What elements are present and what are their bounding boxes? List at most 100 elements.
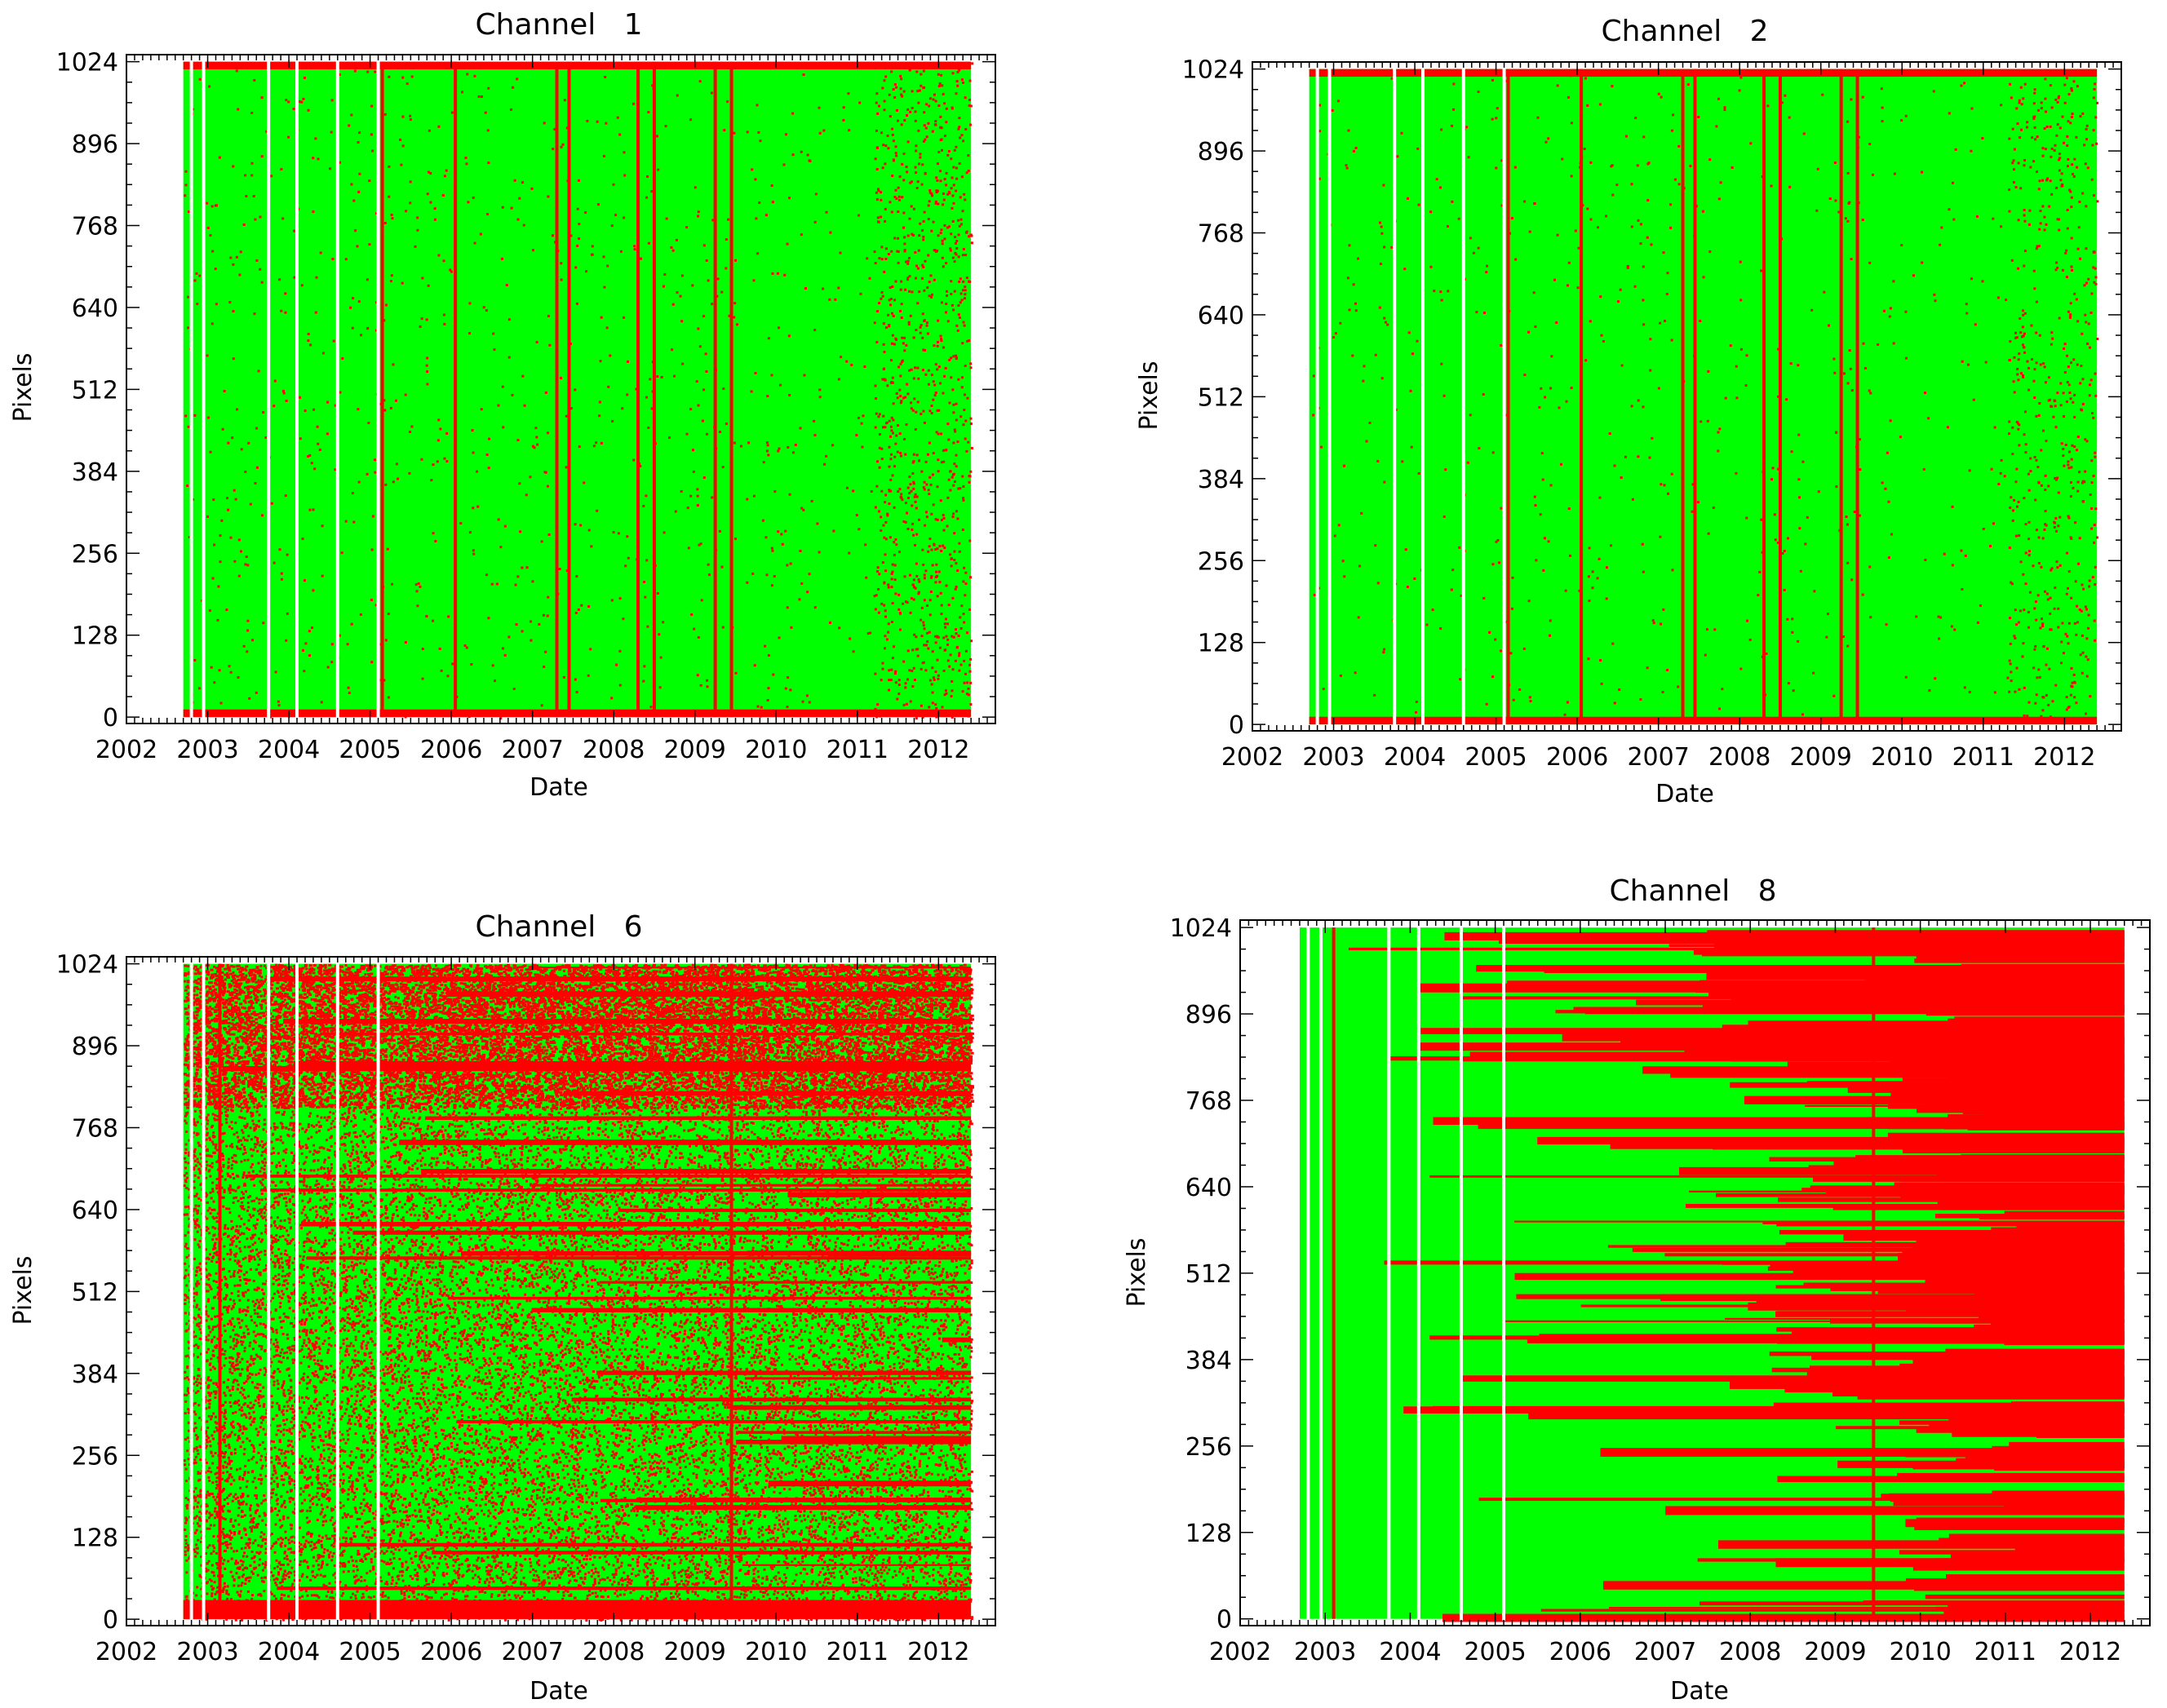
flagged-pixel [370, 105, 373, 108]
flagged-pixel [2036, 301, 2038, 303]
flagged-pixel [755, 217, 757, 219]
flagged-pixel [1991, 468, 1993, 471]
flagged-pixel [515, 1561, 517, 1564]
heatmap [184, 60, 973, 720]
flagged-pixel [958, 69, 960, 72]
flagged-date-line [653, 62, 656, 718]
flagged-pixel [300, 1227, 303, 1229]
flagged-pixel [910, 612, 912, 614]
flagged-pixel [751, 1341, 754, 1343]
flagged-pixel [897, 237, 899, 240]
flagged-pixel [936, 547, 938, 550]
flagged-pixel [426, 318, 428, 321]
flagged-pixel [2089, 695, 2091, 697]
flagged-pixel [2013, 356, 2015, 359]
flagged-pixel [1555, 321, 1558, 324]
flagged-pixel [512, 394, 514, 396]
flagged-pixel [697, 504, 699, 507]
flagged-date-line [567, 62, 570, 718]
flagged-pixel [611, 420, 614, 423]
flagged-pixel [880, 131, 883, 134]
flagged-pixel [884, 553, 886, 555]
flagged-pixel [410, 1111, 413, 1113]
flagged-pixel [899, 612, 902, 614]
flagged-pixel [1416, 340, 1418, 343]
flagged-pixel [881, 1107, 884, 1109]
flagged-pixel [286, 400, 288, 402]
flagged-pixel [391, 1325, 393, 1327]
flagged-pixel [874, 673, 876, 675]
flagged-pixel [968, 80, 971, 82]
flagged-pixel [936, 368, 938, 370]
flagged-pixel [926, 321, 928, 324]
flagged-pixel [2023, 159, 2026, 162]
flagged-pixel [880, 246, 883, 248]
flagged-pixel [227, 442, 229, 445]
flagged-pixel [952, 1361, 955, 1363]
flagged-pixel [924, 574, 926, 577]
flagged-pixel [874, 384, 876, 387]
flagged-pixel [2019, 609, 2022, 612]
flagged-pixel [890, 250, 893, 253]
flagged-pixel [395, 400, 397, 402]
flagged-pixel [366, 473, 369, 476]
flagged-pixel [695, 1459, 698, 1462]
flagged-pixel [1735, 396, 1738, 399]
flagged-pixel [1458, 218, 1460, 220]
flagged-pixel [560, 1176, 562, 1179]
flagged-pixel [925, 644, 928, 646]
flagged-pixel [1725, 397, 1727, 400]
flagged-pixel [433, 1545, 436, 1547]
flagged-pixel [933, 543, 935, 546]
flagged-pixel [964, 437, 967, 440]
flagged-pixel [2092, 417, 2094, 419]
flagged-pixel [1443, 515, 1446, 518]
flagged-pixel [898, 389, 901, 392]
flagged-pixel [2054, 144, 2056, 147]
flagged-pixel [971, 241, 973, 244]
flagged-pixel [589, 648, 592, 650]
flagged-pixel [2094, 583, 2096, 586]
flagged-pixel [937, 675, 940, 677]
flagged-pixel [1589, 546, 1591, 549]
flagged-pixel [899, 310, 902, 312]
flagged-pixel [1592, 570, 1594, 573]
flagged-pixel [1745, 384, 1748, 387]
flagged-pixel [720, 1467, 723, 1470]
flagged-pixel [853, 1181, 855, 1184]
flagged-pixel [1599, 659, 1602, 662]
flagged-pixel [2049, 628, 2051, 631]
flagged-pixel [1658, 93, 1660, 95]
flagged-pixel [1380, 263, 1382, 265]
flagged-pixel [1707, 370, 1709, 373]
flagged-pixel [937, 678, 939, 680]
flagged-pixel [2070, 466, 2072, 468]
flagged-pixel [2010, 662, 2012, 665]
flagged-pixel [1400, 132, 1403, 135]
flagged-pixel [673, 375, 676, 378]
flagged-pixel [919, 153, 921, 155]
flagged-pixel [1666, 293, 1668, 295]
flagged-pixel [891, 285, 893, 288]
flagged-pixel [1379, 222, 1381, 224]
flagged-pixel [880, 215, 882, 218]
flagged-pixel [1992, 218, 1994, 220]
flagged-pixel [627, 1177, 629, 1179]
flagged-pixel [232, 310, 234, 312]
flagged-pixel [922, 662, 924, 664]
flagged-pixel [315, 277, 317, 279]
flagged-pixel [443, 1502, 445, 1504]
flagged-pixel [668, 1559, 671, 1561]
flagged-pixel [308, 454, 311, 457]
flagged-pixel [904, 575, 906, 577]
flagged-pixel [955, 660, 957, 662]
flagged-pixel [2071, 163, 2073, 166]
flagged-pixel [902, 661, 905, 663]
flagged-pixel [907, 497, 910, 499]
flagged-pixel [884, 609, 887, 612]
flagged-pixel [275, 670, 277, 673]
flagged-pixel [935, 189, 937, 192]
flagged-pixel [497, 405, 499, 407]
flagged-pixel [819, 132, 822, 135]
flagged-pixel [947, 659, 950, 662]
